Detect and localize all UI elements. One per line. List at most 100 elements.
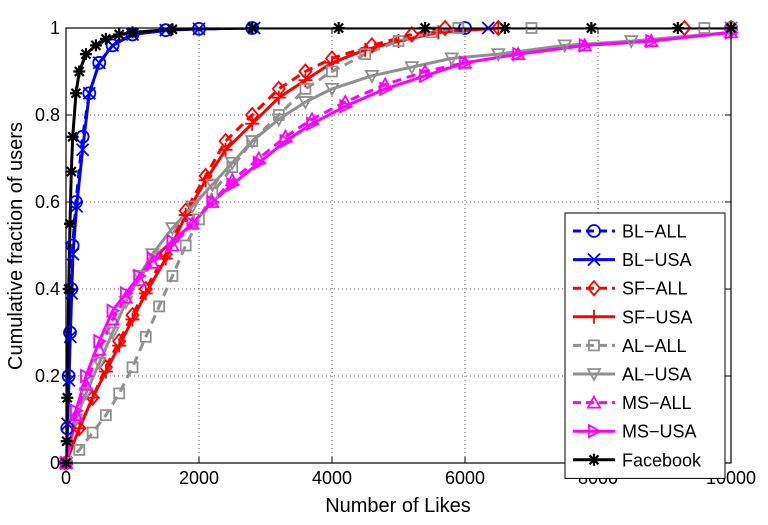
legend-marker (587, 252, 601, 267)
series-line-facebook (66, 28, 731, 463)
series-point-facebook (89, 39, 102, 52)
series-point-bl-all (92, 55, 107, 70)
x-tick-label: 6000 (445, 468, 485, 488)
series-point-sf-usa (138, 286, 153, 301)
x-tick-label: 0 (61, 468, 71, 488)
series-point-sf-usa (325, 55, 339, 70)
series-point-al-usa (404, 61, 420, 76)
series-point-bl-usa (70, 199, 84, 213)
series-point-al-all (226, 161, 239, 174)
series-point-al-all (299, 83, 312, 95)
series-point-al-usa (364, 69, 380, 84)
series-point-al-all (359, 48, 372, 60)
series-point-ms-all (118, 289, 134, 304)
legend-marker (586, 279, 602, 297)
series-point-al-usa (490, 48, 506, 62)
series-point-bl-usa (82, 86, 96, 100)
series-point-ms-usa (106, 303, 121, 319)
series-point-bl-usa (62, 373, 76, 387)
series-point-sf-usa (158, 251, 173, 266)
series-point-al-all (153, 300, 166, 313)
series-point-al-usa (271, 113, 287, 128)
series-point-ms-all (78, 376, 94, 391)
series-point-al-all (126, 361, 139, 374)
series-point-ms-all (91, 342, 107, 356)
series-point-facebook (66, 130, 79, 143)
series-point-sf-usa (98, 364, 113, 379)
series-point-al-all (73, 444, 86, 456)
series-point-ms-all (131, 272, 147, 287)
series-point-sf-all (404, 26, 419, 43)
series-point-al-usa (324, 83, 340, 97)
legend: BL−ALL BL−USA SF−ALL SF−USA AL−ALL AL−USA MS−A… (564, 212, 726, 479)
series-point-ms-usa (306, 116, 320, 132)
y-tick-label: 0.6 (35, 192, 60, 212)
series-point-sf-usa (125, 312, 140, 327)
series-point-ms-usa (206, 194, 221, 210)
series-point-facebook (61, 391, 74, 404)
y-tick-label: 0 (50, 453, 60, 473)
legend-label: MS−ALL (622, 393, 692, 413)
series-point-facebook (73, 65, 86, 78)
series-point-al-usa (105, 326, 121, 341)
series-point-sf-usa (245, 116, 260, 131)
series-point-facebook (99, 32, 112, 45)
legend-marker (588, 453, 600, 466)
legend-label: AL−ALL (622, 336, 687, 356)
series-point-ms-usa (146, 251, 161, 267)
series-point-al-usa (244, 135, 260, 149)
series-point-al-usa (297, 96, 313, 110)
series-point-ms-usa (459, 55, 473, 71)
series-point-ms-all (68, 407, 84, 422)
series-point-ms-all (577, 37, 593, 52)
legend-label: MS−USA (622, 422, 697, 442)
x-tick-label: 4000 (312, 468, 352, 488)
legend-marker (586, 394, 602, 409)
grid-lines (66, 28, 731, 463)
series-point-ms-usa (578, 37, 593, 53)
series-point-facebook (65, 165, 78, 178)
series-point-bl-all (82, 86, 97, 101)
series-point-ms-all (144, 255, 160, 269)
series-point-al-usa (204, 178, 220, 193)
series-point-al-all (179, 239, 192, 252)
series-point-ms-all (510, 46, 526, 60)
series-point-al-all (113, 387, 126, 400)
series-point-al-all (392, 35, 405, 47)
series-point-ms-usa (93, 333, 108, 349)
series-point-ms-usa (166, 233, 181, 249)
series-point-ms-all (204, 194, 220, 208)
y-tick-label: 0.2 (35, 366, 60, 386)
series-point-al-usa (144, 248, 160, 263)
x-tick-label: 2000 (179, 468, 219, 488)
series-point-al-usa (444, 52, 460, 67)
series-point-bl-usa (66, 247, 80, 261)
series-point-sf-usa (72, 421, 87, 436)
series-point-al-usa (91, 357, 107, 371)
series-point-ms-usa (339, 98, 354, 114)
series-point-facebook (113, 28, 126, 41)
series-point-sf-all (437, 19, 453, 37)
series-point-sf-usa (85, 390, 100, 405)
series-point-ms-all (643, 33, 659, 47)
series-point-facebook (63, 217, 76, 230)
series-point-sf-usa (218, 142, 233, 157)
series-point-ms-all (184, 215, 200, 230)
axis-ticks: 020004000600080001000000.20.40.60.81 (35, 18, 756, 488)
series-point-ms-usa (419, 68, 433, 84)
plot-frame (65, 27, 732, 464)
series-point-al-all (100, 409, 112, 422)
series-point-bl-all (192, 21, 206, 36)
series-point-sf-usa (178, 208, 193, 223)
legend-label: AL−USA (622, 365, 692, 385)
series-point-ms-usa (512, 46, 527, 62)
series-point-bl-all (63, 325, 77, 340)
series-point-al-all (166, 270, 179, 282)
series-point-ms-usa (252, 155, 267, 171)
series-point-bl-usa (75, 143, 90, 157)
series-point-sf-usa (112, 338, 127, 353)
series-point-al-all (86, 426, 99, 439)
series-point-sf-all (364, 37, 380, 54)
